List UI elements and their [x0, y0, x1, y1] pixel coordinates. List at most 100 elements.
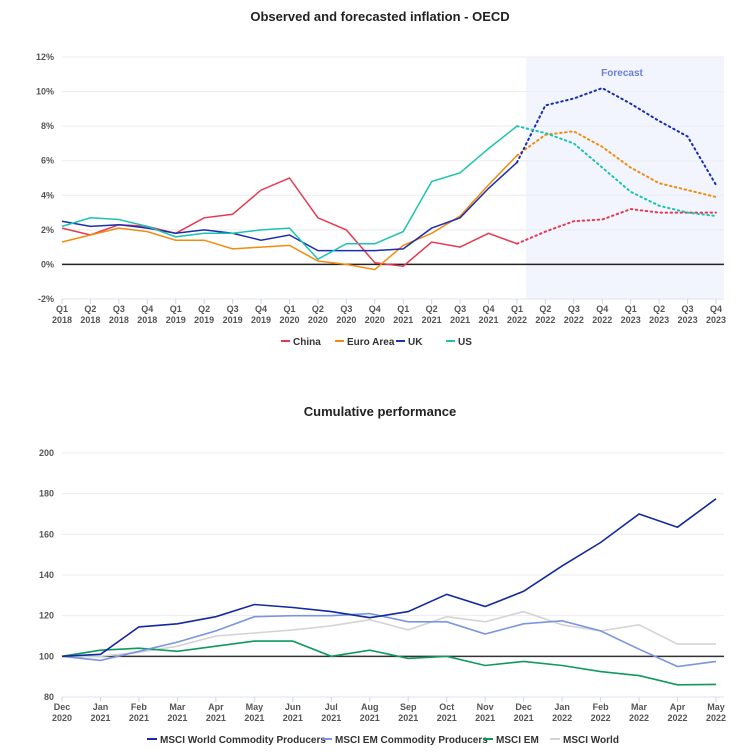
y-tick-label: 140 [39, 570, 54, 580]
x-tick-label: Q4 [483, 304, 495, 314]
legend-item: MSCI World [563, 735, 619, 746]
x-tick-label: 2021 [90, 713, 110, 723]
x-tick-label: Jan [554, 702, 570, 712]
x-tick-label: Q4 [710, 304, 722, 314]
x-tick-label: Q2 [653, 304, 665, 314]
legend-item: US [458, 337, 472, 348]
x-tick-label: Aug [361, 702, 379, 712]
x-tick-label: 2021 [437, 713, 457, 723]
performance-chart: 200 180 160 140 120 100 80 Dec 2020 Jan 2021 Feb 202… [39, 448, 726, 746]
x-tick-label: Q4 [596, 304, 608, 314]
x-tick-label: 2022 [592, 315, 612, 325]
x-tick-label: Q3 [340, 304, 352, 314]
x-tick-label: 2023 [678, 315, 698, 325]
series-euro-area-actual [61, 154, 518, 271]
x-tick-label: 2020 [336, 315, 356, 325]
x-tick-label: 2019 [223, 315, 243, 325]
x-tick-label: 2021 [398, 713, 418, 723]
x-tick-label: Q1 [56, 304, 68, 314]
x-tick-label: 2022 [591, 713, 611, 723]
x-tick-label: Q4 [369, 304, 381, 314]
series-china-actual [61, 177, 518, 267]
y-tick-label: 10% [36, 87, 54, 97]
series-msci-world [62, 610, 716, 658]
series-china-forecast [516, 208, 717, 245]
x-tick-label: Q4 [141, 304, 153, 314]
y-tick-label: 80 [44, 692, 54, 702]
x-tick-label: Q2 [539, 304, 551, 314]
x-tick-label: 2022 [668, 713, 688, 723]
x-tick-label: Dec [515, 702, 532, 712]
y-tick-label: 100 [39, 651, 54, 661]
x-tick-label: May [707, 702, 725, 712]
y-tick-label: 12% [36, 52, 54, 62]
x-tick-label: Apr [208, 702, 224, 712]
x-tick-label: 2022 [564, 315, 584, 325]
x-tick-label: 2022 [629, 713, 649, 723]
x-tick-label: Q2 [312, 304, 324, 314]
x-tick-label: Q1 [511, 304, 523, 314]
x-tick-label: 2018 [52, 315, 72, 325]
series-msci-em-commodity-producers [61, 612, 717, 668]
x-tick-label: 2021 [475, 713, 495, 723]
x-tick-label: 2018 [137, 315, 157, 325]
y-tick-label: 6% [41, 156, 54, 166]
forecast-band [525, 57, 724, 299]
x-tick-label: 2023 [649, 315, 669, 325]
x-tick-label: Q3 [454, 304, 466, 314]
x-tick-label: 2022 [552, 713, 572, 723]
x-tick-label: Q3 [227, 304, 239, 314]
x-tick-label: 2018 [80, 315, 100, 325]
x-tick-label: May [246, 702, 264, 712]
series-msci-em [61, 640, 717, 686]
series-msci-world-commodity-producers [61, 498, 717, 658]
legend-item: Euro Area [347, 337, 395, 348]
x-tick-label: Q3 [682, 304, 694, 314]
x-tick-label: 2021 [321, 713, 341, 723]
x-tick-label: 2020 [52, 713, 72, 723]
y-tick-label: 160 [39, 529, 54, 539]
x-tick-label: Q4 [255, 304, 267, 314]
x-tick-label: Mar [169, 702, 186, 712]
y-tick-label: 120 [39, 611, 54, 621]
inflation-chart: 12%10%8%6%4%2%0%-2%Q12018Q22018Q32018Q42… [36, 52, 726, 348]
x-tick-label: Q2 [198, 304, 210, 314]
x-tick-label: 2021 [450, 315, 470, 325]
x-tick-label: Nov [477, 702, 494, 712]
x-tick-label: 2020 [279, 315, 299, 325]
x-tick-label: Oct [439, 702, 454, 712]
x-tick-label: 2021 [283, 713, 303, 723]
y-tick-label: -2% [38, 294, 54, 304]
y-tick-label: 8% [41, 121, 54, 131]
y-tick-label: 0% [41, 259, 54, 269]
x-tick-label: 2021 [393, 315, 413, 325]
x-tick-label: 2020 [308, 315, 328, 325]
series-uk-actual [61, 161, 518, 252]
x-tick-label: 2019 [194, 315, 214, 325]
x-tick-label: 2019 [166, 315, 186, 325]
x-tick-label: Q1 [170, 304, 182, 314]
x-tick-label: Jun [285, 702, 301, 712]
x-tick-label: Q3 [113, 304, 125, 314]
x-tick-label: 2022 [535, 315, 555, 325]
y-tick-label: 200 [39, 448, 54, 458]
series-us-actual [61, 125, 518, 261]
x-tick-label: Q1 [397, 304, 409, 314]
x-tick-label: 2021 [244, 713, 264, 723]
series-euro-area-forecast [516, 130, 717, 198]
x-tick-label: Feb [131, 702, 148, 712]
x-tick-label: 2023 [621, 315, 641, 325]
series-us-forecast [516, 125, 717, 217]
x-tick-label: Q3 [568, 304, 580, 314]
x-tick-label: 2022 [706, 713, 726, 723]
x-tick-label: 2021 [514, 713, 534, 723]
y-tick-label: 2% [41, 225, 54, 235]
y-tick-label: 180 [39, 489, 54, 499]
x-tick-label: Q1 [625, 304, 637, 314]
x-tick-label: Mar [631, 702, 648, 712]
y-tick-label: 4% [41, 190, 54, 200]
forecast-label: Forecast [601, 68, 643, 79]
x-tick-label: Sep [400, 702, 417, 712]
x-tick-label: 2021 [206, 713, 226, 723]
